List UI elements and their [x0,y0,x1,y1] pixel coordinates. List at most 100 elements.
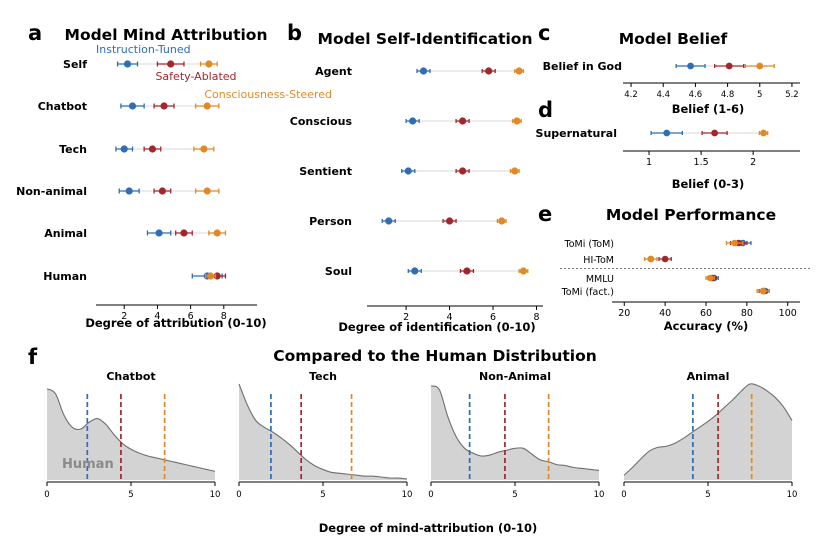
category-label: Conscious [290,115,353,128]
density-tick-label: 5 [705,490,710,500]
consciousness-point [756,62,764,70]
instruction-point [687,62,694,70]
category-label: Sentient [299,165,352,178]
density-tick-label: 5 [512,490,517,500]
safety-point [459,167,467,175]
safety-point [485,67,493,75]
human-density-line [238,383,408,480]
consciousness-point [205,60,213,68]
safety-point [158,187,166,195]
consciousness-point [760,129,767,137]
category-label: Supernatural [536,127,617,140]
panel-d-xlabel: Belief (0-3) [672,177,745,191]
panel-e-tick-label: 80 [741,308,753,319]
instruction-point [128,102,137,110]
category-label: Self [63,58,87,71]
panel-a-xlabel: Degree of attribution (0-10) [85,316,266,330]
panel-c-label: c [538,21,550,45]
safety-point [725,62,733,70]
panel-a-label: a [28,21,42,45]
category-label: Human [43,270,87,283]
category-label: HI-ToM [583,255,614,266]
panel-f-title: Compared to the Human Distribution [273,347,597,365]
safety-point [167,60,175,68]
safety-point [148,145,157,153]
panel-a-tick-label: 8 [221,311,227,322]
safety-point [711,129,719,137]
safety-point [160,102,168,110]
consciousness-point [200,145,208,153]
consciousness-point [706,274,714,282]
panel-b: 2 4 6 8 Agent Conscious Sentient Person Soul [290,65,543,323]
panel-e-tick-label: 40 [659,308,671,319]
panel-d-tick-label: 2 [750,157,756,168]
safety-point [445,217,454,225]
panel-a-title: Model Mind Attribution [65,26,268,44]
density-panel-title: Animal [687,370,730,383]
legend-instruction-tuned: Instruction-Tuned [96,43,191,56]
instruction-point [123,60,132,68]
panel-b-tick-label: 4 [447,312,453,323]
density-tick-label: 0 [44,490,49,500]
panel-a-tick-label: 6 [188,311,194,322]
human-density-line [623,383,793,476]
consciousness-point [206,272,215,280]
category-label: MMLU [586,274,614,285]
instruction-point [404,167,412,175]
consciousness-point [647,255,655,263]
density-panel-2: 0 5 10 Tech [236,370,412,500]
panel-c-tick-label: 4.2 [624,90,638,100]
panel-b-tick-label: 8 [533,312,539,323]
panel-b-tick-label: 6 [490,312,496,323]
instruction-point [419,67,428,75]
consciousness-point [213,229,221,237]
panel-c-tick-label: 4.8 [721,90,735,100]
consciousness-point [203,187,211,195]
panel-e-xlabel: Accuracy (%) [664,319,749,333]
consciousness-point [511,167,519,175]
density-tick-label: 10 [594,490,605,500]
instruction-point [411,267,419,275]
panel-c-tick-label: 5.2 [785,90,799,100]
panel-a-tick-label: 2 [121,311,127,322]
panel-d-tick-label: 1 [646,157,652,168]
panel-a: 2 4 6 8 Self Chatbot Tech Non-animal Animal Human [16,58,257,322]
panel-d-tick-label: 1.5 [694,157,709,168]
category-label: Chatbot [38,100,87,113]
consciousness-point [759,287,767,295]
instruction-point [409,117,417,125]
human-density-area [239,384,407,480]
instruction-point [155,229,163,237]
panel-b-tick-label: 2 [403,312,409,323]
safety-point [463,267,471,275]
safety-point [180,229,188,237]
density-tick-label: 0 [621,490,626,500]
density-tick-label: 10 [402,490,413,500]
panel-b-label: b [287,21,302,45]
category-label: ToMi (ToM) [564,239,614,250]
legend-consciousness-steered: Consciousness-Steered [204,88,332,101]
category-label: Person [309,215,352,228]
panel-b-title: Model Self-Identification [318,30,533,48]
consciousness-point [515,67,523,75]
category-label: Belief in God [543,60,622,73]
panel-a-tick-label: 4 [154,311,160,322]
human-density-area [624,383,792,480]
density-panel-3: 0 5 10 Non-Animal [428,370,604,500]
panel-c-tick-label: 4.4 [656,90,670,100]
category-label: Tech [59,143,87,156]
category-label: Soul [325,265,352,278]
density-tick-label: 0 [236,490,241,500]
density-tick-label: 0 [428,490,433,500]
panel-e: 20 40 60 80 100 ToMi (ToM) HI-ToM MMLU ToMi (fac… [560,239,810,319]
panel-d: 1 1.5 2 Supernatural [536,127,800,168]
density-panel-title: Non-Animal [479,370,551,383]
panel-e-tick-label: 60 [700,308,712,319]
instruction-point [125,187,133,195]
plots-layer: 2 4 6 8 Self Chatbot Tech Non-animal Animal Human… [16,58,810,500]
density-panel-title: Tech [309,370,337,383]
safety-point [459,117,467,125]
panel-b-xlabel: Degree of identification (0-10) [338,320,535,334]
panel-c-tick-label: 5 [757,90,762,100]
